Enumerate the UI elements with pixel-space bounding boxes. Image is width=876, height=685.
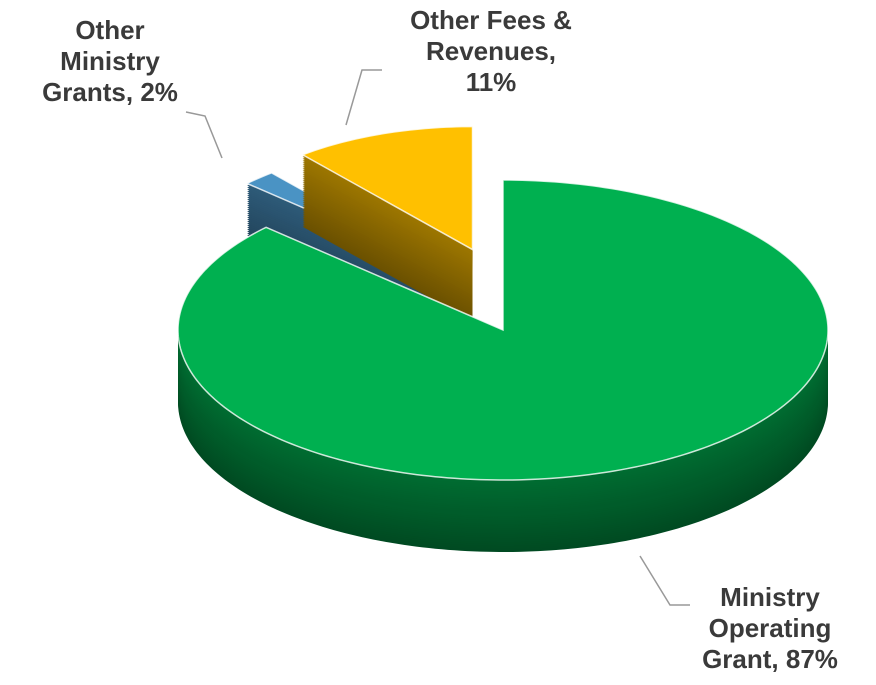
pie bbox=[177, 125, 829, 552]
slice bbox=[300, 125, 474, 251]
leader-line bbox=[345, 69, 382, 126]
leader-line bbox=[185, 111, 223, 159]
slice bbox=[177, 179, 829, 481]
data-label: Other Fees & Revenues, 11% bbox=[410, 5, 572, 97]
data-label: Ministry Operating Grant, 87% bbox=[702, 582, 838, 674]
data-label: Other Ministry Grants, 2% bbox=[42, 15, 178, 107]
leader-line bbox=[639, 555, 690, 606]
